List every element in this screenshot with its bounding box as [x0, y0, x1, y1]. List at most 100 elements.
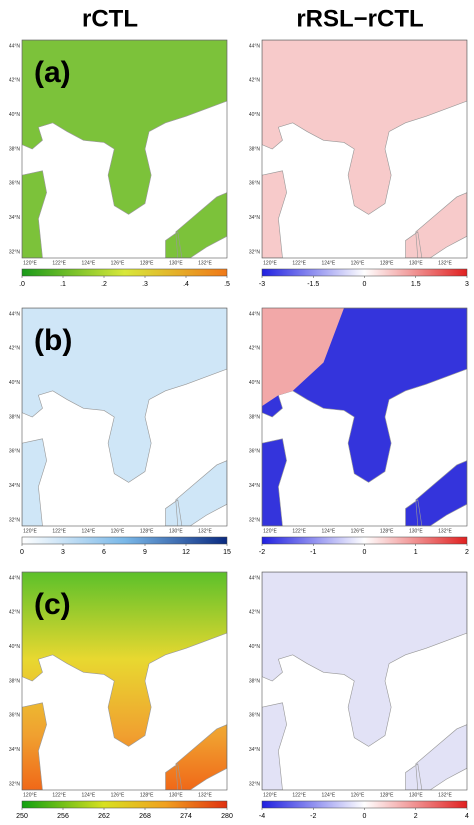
- lon-label: 124°E: [321, 792, 335, 798]
- colorbar-tick-label: 268: [139, 813, 151, 820]
- lat-label: 42°N: [9, 610, 21, 616]
- lon-label: 132°E: [438, 528, 452, 534]
- lat-label: 36°N: [9, 449, 21, 455]
- lat-label: 42°N: [9, 346, 21, 352]
- lat-label: 32°N: [9, 517, 21, 523]
- lon-label: 132°E: [198, 260, 212, 266]
- lon-label: 130°E: [409, 792, 423, 798]
- lat-label: 44°N: [9, 575, 21, 581]
- map: [22, 308, 227, 526]
- map: [22, 572, 227, 790]
- colorbar-tick-label: -3: [259, 281, 265, 288]
- lon-label: 128°E: [380, 792, 394, 798]
- colorbar-tick-label: -1.5: [307, 281, 319, 288]
- colorbar-tick-label: .4: [183, 281, 189, 288]
- lat-label: 44°N: [249, 43, 261, 49]
- lon-label: 130°E: [169, 528, 183, 534]
- lon-label: 122°E: [52, 260, 66, 266]
- lon-label: 124°E: [81, 792, 95, 798]
- colorbar-tick-label: 2: [414, 813, 418, 820]
- map: [262, 572, 467, 790]
- lat-label: 36°N: [249, 449, 261, 455]
- lat-label: 38°N: [9, 414, 21, 420]
- land-region: [262, 308, 344, 407]
- colorbar-tick-label: 0: [363, 813, 367, 820]
- panel-label: (c): [34, 588, 71, 621]
- lat-label: 32°N: [249, 781, 261, 787]
- colorbar-tick-label: .1: [60, 281, 66, 288]
- colorbar: [21, 536, 228, 545]
- colorbar-tick-label: 274: [180, 813, 192, 820]
- colorbar-tick-label: 0: [363, 281, 367, 288]
- colorbar-tick-label: 9: [143, 549, 147, 556]
- map-frame: [21, 39, 228, 259]
- lon-label: 124°E: [321, 528, 335, 534]
- colorbar-tick-label: 3: [61, 549, 65, 556]
- lat-label: 34°N: [9, 215, 21, 221]
- lon-label: 132°E: [438, 792, 452, 798]
- colorbar: [261, 800, 468, 809]
- lon-label: 122°E: [292, 528, 306, 534]
- lat-label: 44°N: [9, 43, 21, 49]
- lat-label: 34°N: [249, 215, 261, 221]
- lon-label: 130°E: [409, 528, 423, 534]
- colorbar: [261, 536, 468, 545]
- lat-label: 42°N: [249, 346, 261, 352]
- lon-label: 126°E: [351, 528, 365, 534]
- colorbar: [21, 268, 228, 277]
- lat-label: 34°N: [9, 483, 21, 489]
- lat-label: 32°N: [9, 249, 21, 255]
- colorbar-tick-label: 15: [223, 549, 231, 556]
- lat-label: 40°N: [249, 644, 261, 650]
- lon-label: 120°E: [263, 528, 277, 534]
- lon-label: 128°E: [140, 528, 154, 534]
- lat-label: 38°N: [249, 146, 261, 152]
- lat-label: 34°N: [249, 747, 261, 753]
- colorbar-tick-label: -2: [310, 813, 316, 820]
- lat-label: 38°N: [249, 678, 261, 684]
- colorbar-tick-label: .2: [101, 281, 107, 288]
- lat-label: 38°N: [9, 678, 21, 684]
- column-title: rCTL: [82, 5, 138, 32]
- lon-label: 130°E: [169, 260, 183, 266]
- lat-label: 32°N: [249, 249, 261, 255]
- lon-label: 128°E: [140, 260, 154, 266]
- lat-label: 32°N: [249, 517, 261, 523]
- colorbar-tick-label: 1: [414, 549, 418, 556]
- map-frame: [261, 571, 468, 791]
- colorbar-tick-label: 256: [57, 813, 69, 820]
- lat-label: 42°N: [249, 610, 261, 616]
- lat-label: 36°N: [9, 181, 21, 187]
- lat-label: 40°N: [9, 112, 21, 118]
- lon-label: 126°E: [351, 260, 365, 266]
- lon-label: 126°E: [111, 260, 125, 266]
- colorbar: [261, 268, 468, 277]
- map-frame: [261, 39, 468, 259]
- panel-label: (b): [34, 324, 72, 357]
- map: [262, 308, 467, 526]
- panel-label: (a): [34, 56, 71, 89]
- lat-label: 36°N: [9, 713, 21, 719]
- lat-label: 44°N: [249, 311, 261, 317]
- lat-label: 40°N: [9, 644, 21, 650]
- lon-label: 126°E: [351, 792, 365, 798]
- lon-label: 120°E: [23, 792, 37, 798]
- lat-label: 44°N: [9, 311, 21, 317]
- lat-label: 34°N: [249, 483, 261, 489]
- lat-label: 40°N: [249, 380, 261, 386]
- lon-label: 124°E: [81, 528, 95, 534]
- lon-label: 130°E: [169, 792, 183, 798]
- lon-label: 126°E: [111, 792, 125, 798]
- colorbar-tick-label: 0: [20, 549, 24, 556]
- map: [22, 40, 227, 258]
- lon-label: 122°E: [52, 528, 66, 534]
- colorbar-tick-label: -4: [259, 813, 265, 820]
- lon-label: 120°E: [23, 260, 37, 266]
- map-frame: [261, 307, 468, 527]
- colorbar-tick-label: 12: [182, 549, 190, 556]
- lat-label: 34°N: [9, 747, 21, 753]
- lat-label: 40°N: [249, 112, 261, 118]
- lon-label: 130°E: [409, 260, 423, 266]
- colorbar-tick-label: 1.5: [411, 281, 421, 288]
- lon-label: 122°E: [292, 260, 306, 266]
